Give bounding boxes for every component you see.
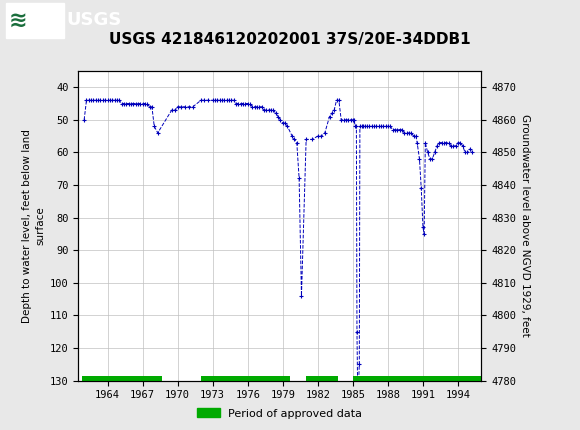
Legend: Period of approved data: Period of approved data [193,404,367,423]
Text: ≋: ≋ [9,10,27,31]
Text: USGS 421846120202001 37S/20E-34DDB1: USGS 421846120202001 37S/20E-34DDB1 [109,32,471,47]
Y-axis label: Groundwater level above NGVD 1929, feet: Groundwater level above NGVD 1929, feet [520,114,530,337]
Y-axis label: Depth to water level, feet below land
surface: Depth to water level, feet below land su… [23,129,46,322]
Text: USGS: USGS [67,12,122,29]
Bar [6,3,64,37]
